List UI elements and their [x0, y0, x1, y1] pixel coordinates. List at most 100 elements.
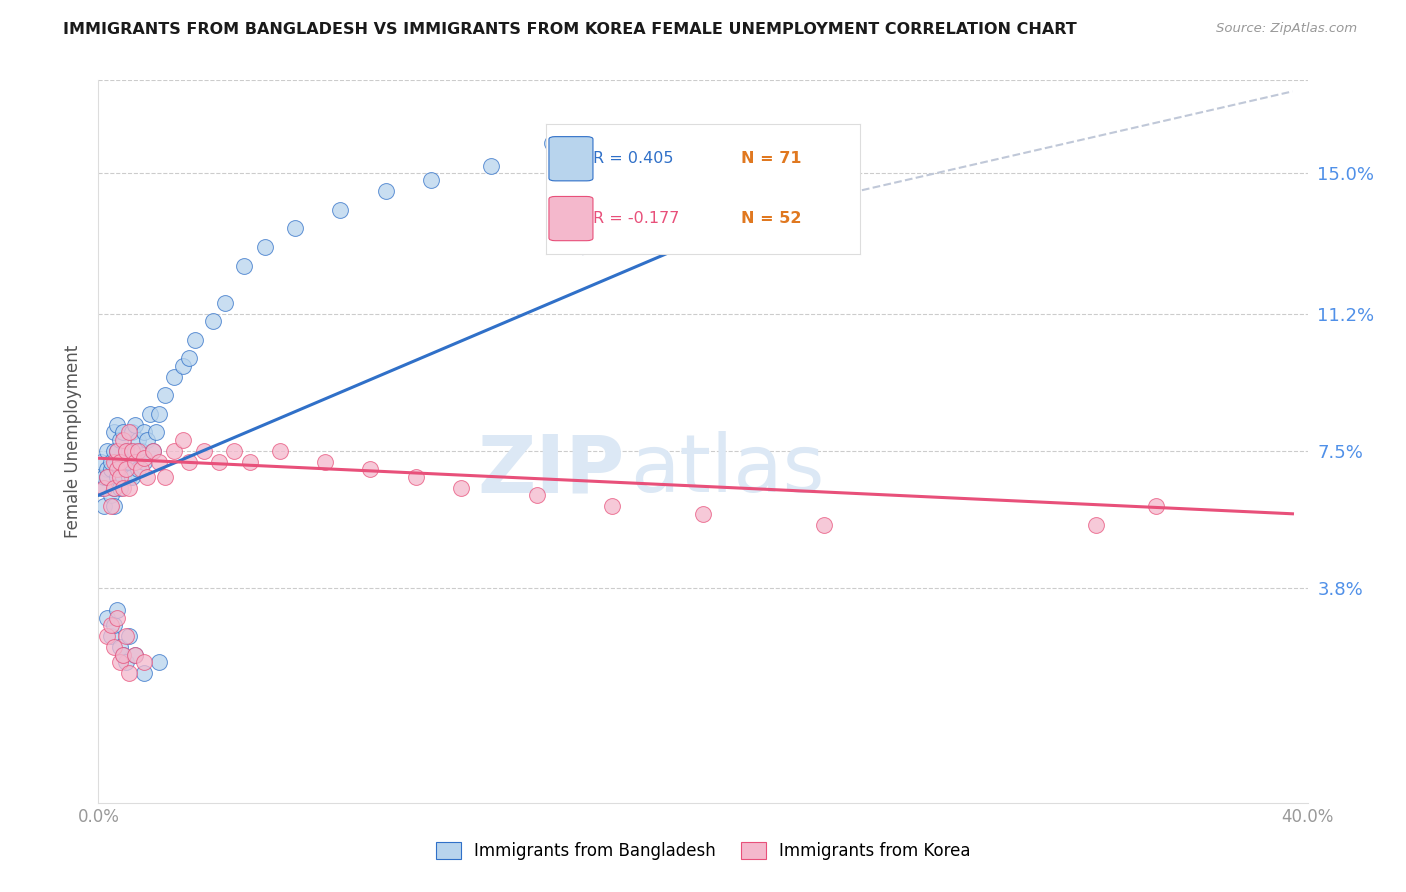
Point: [96, 462, 118, 476]
Point: [540, 136, 562, 151]
Point: [184, 333, 207, 347]
Point: [100, 500, 122, 514]
Point: [124, 455, 146, 469]
Point: [135, 433, 157, 447]
Point: [100, 618, 122, 632]
Point: [132, 425, 155, 440]
Point: [148, 455, 170, 469]
Point: [118, 469, 141, 483]
Point: [127, 433, 149, 447]
Point: [108, 455, 131, 469]
Point: [269, 443, 291, 458]
Point: [114, 462, 136, 476]
Point: [90, 455, 112, 469]
Point: [93, 500, 115, 514]
Point: [111, 433, 134, 447]
Point: [163, 443, 186, 458]
Point: [148, 655, 170, 669]
Point: [111, 648, 134, 662]
Y-axis label: Female Unemployment: Female Unemployment: [65, 345, 83, 538]
Point: [108, 481, 131, 495]
Point: [105, 603, 128, 617]
Point: [135, 469, 157, 483]
Point: [127, 462, 149, 476]
Point: [723, 221, 745, 235]
Point: [129, 443, 152, 458]
Point: [103, 481, 125, 495]
Point: [481, 159, 503, 173]
Point: [118, 666, 141, 681]
Point: [93, 469, 115, 483]
Point: [202, 314, 225, 328]
Text: IMMIGRANTS FROM BANGLADESH VS IMMIGRANTS FROM KOREA FEMALE UNEMPLOYMENT CORRELAT: IMMIGRANTS FROM BANGLADESH VS IMMIGRANTS…: [63, 22, 1077, 37]
Point: [329, 202, 352, 217]
Point: [132, 666, 155, 681]
Point: [103, 640, 125, 655]
Point: [105, 610, 128, 624]
Point: [172, 433, 194, 447]
Point: [111, 481, 134, 495]
Point: [121, 443, 143, 458]
Point: [148, 407, 170, 421]
Point: [103, 425, 125, 440]
Legend: Immigrants from Bangladesh, Immigrants from Korea: Immigrants from Bangladesh, Immigrants f…: [429, 835, 977, 867]
Point: [124, 648, 146, 662]
Point: [139, 407, 162, 421]
Point: [405, 469, 427, 483]
Point: [108, 469, 131, 483]
Point: [111, 469, 134, 483]
Point: [121, 469, 143, 483]
Point: [96, 629, 118, 643]
Point: [103, 455, 125, 469]
Point: [114, 462, 136, 476]
Point: [108, 433, 131, 447]
Point: [105, 443, 128, 458]
Point: [114, 655, 136, 669]
Point: [100, 629, 122, 643]
Point: [118, 425, 141, 440]
Point: [93, 481, 115, 495]
Point: [124, 443, 146, 458]
Point: [105, 443, 128, 458]
Point: [96, 469, 118, 483]
Point: [232, 259, 254, 273]
Point: [163, 369, 186, 384]
Point: [111, 455, 134, 469]
Point: [374, 185, 396, 199]
Point: [121, 425, 143, 440]
Point: [208, 455, 231, 469]
Point: [118, 455, 141, 469]
Point: [420, 173, 443, 187]
Point: [96, 610, 118, 624]
Point: [224, 443, 246, 458]
Point: [111, 648, 134, 662]
Text: ZIP: ZIP: [477, 432, 624, 509]
Point: [450, 481, 472, 495]
Point: [360, 462, 382, 476]
Point: [153, 388, 176, 402]
Point: [193, 443, 215, 458]
Point: [142, 443, 165, 458]
Point: [118, 481, 141, 495]
Point: [118, 443, 141, 458]
Point: [284, 221, 307, 235]
Point: [602, 147, 624, 161]
Point: [114, 443, 136, 458]
Point: [114, 629, 136, 643]
Point: [103, 500, 125, 514]
Point: [105, 469, 128, 483]
Point: [96, 443, 118, 458]
Point: [114, 443, 136, 458]
Point: [132, 455, 155, 469]
Point: [132, 655, 155, 669]
Point: [214, 295, 236, 310]
Point: [103, 618, 125, 632]
Text: Source: ZipAtlas.com: Source: ZipAtlas.com: [1216, 22, 1357, 36]
Point: [105, 417, 128, 432]
Point: [118, 629, 141, 643]
Point: [124, 648, 146, 662]
Point: [813, 517, 835, 532]
Point: [100, 462, 122, 476]
Point: [526, 488, 548, 502]
Point: [111, 425, 134, 440]
